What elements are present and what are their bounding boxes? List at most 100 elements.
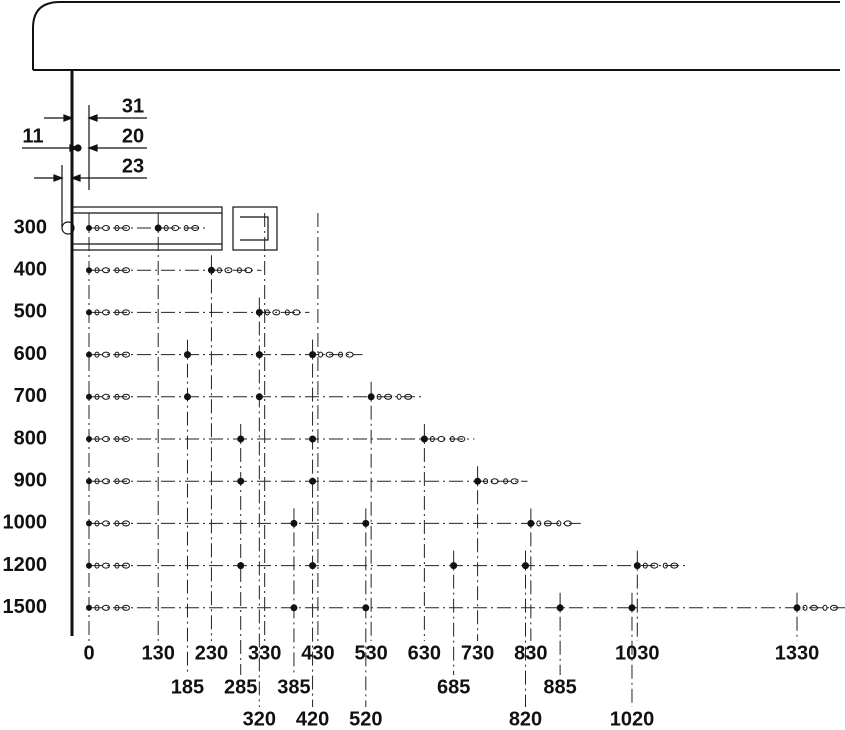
column-label: 420 xyxy=(296,708,329,730)
hole-pattern xyxy=(404,393,413,400)
hole-pattern xyxy=(503,478,509,485)
hole-pattern xyxy=(563,520,572,527)
hole-pattern xyxy=(318,351,324,358)
hole xyxy=(86,309,92,316)
hole-pattern xyxy=(345,351,354,358)
column-label: 230 xyxy=(195,642,228,664)
hole xyxy=(527,519,535,527)
column-label: 685 xyxy=(437,676,470,698)
hole-pattern xyxy=(429,436,435,442)
row-label: 300 xyxy=(14,216,47,238)
hole xyxy=(86,351,92,358)
hole xyxy=(255,351,263,359)
hole xyxy=(450,562,458,570)
hole-pattern xyxy=(191,225,200,231)
hole-pattern xyxy=(102,309,110,316)
hole-pattern xyxy=(264,309,270,316)
dimension-lines xyxy=(22,105,147,228)
column-label: 830 xyxy=(514,642,547,664)
hole xyxy=(207,266,215,274)
row-label: 800 xyxy=(14,427,47,449)
hole xyxy=(309,477,317,485)
hole xyxy=(86,562,92,569)
hole-pattern xyxy=(163,225,169,231)
hole-pattern xyxy=(102,436,110,442)
hole xyxy=(556,604,564,612)
row-label: 600 xyxy=(14,343,47,365)
hole xyxy=(367,393,375,401)
dimension-label: 23 xyxy=(122,155,144,177)
hole-pattern xyxy=(325,351,334,358)
hole-pattern xyxy=(171,225,180,231)
row-label: 1500 xyxy=(3,596,48,618)
hole-pattern xyxy=(122,604,130,611)
hole xyxy=(362,604,370,612)
hole-pattern xyxy=(94,267,100,274)
hole-pattern xyxy=(236,267,242,274)
hole-pattern xyxy=(102,562,110,569)
hole-pattern xyxy=(102,393,110,400)
dimension-label: 20 xyxy=(122,125,144,147)
hole xyxy=(183,393,191,401)
hole-pattern xyxy=(122,351,130,358)
column-label: 630 xyxy=(408,642,441,664)
hole xyxy=(522,562,530,570)
hole-pattern xyxy=(662,562,668,569)
hole-pattern xyxy=(272,309,281,316)
hole-pattern xyxy=(338,351,344,358)
hole-pattern xyxy=(114,225,120,231)
row-label: 400 xyxy=(14,258,47,280)
hole xyxy=(86,478,92,485)
column-label: 530 xyxy=(354,642,387,664)
row-label: 1200 xyxy=(3,554,48,576)
hole-pattern xyxy=(292,309,301,316)
hole-pattern xyxy=(122,267,130,274)
column-label: 320 xyxy=(243,708,276,730)
hole-pattern xyxy=(822,604,828,611)
hole-pattern xyxy=(122,225,130,231)
hole-pattern xyxy=(114,562,120,569)
row-label: 900 xyxy=(14,469,47,491)
hole xyxy=(290,519,298,527)
hole-pattern xyxy=(114,393,120,400)
hole-pattern xyxy=(384,393,393,400)
hole xyxy=(309,435,317,443)
hole xyxy=(237,477,245,485)
hole-pattern xyxy=(114,604,120,611)
hole-pattern xyxy=(556,520,562,527)
column-label: 0 xyxy=(83,642,94,664)
runner xyxy=(61,206,278,251)
hole-pattern xyxy=(114,351,120,358)
hole xyxy=(183,351,191,359)
hole-pattern xyxy=(830,604,838,611)
column-label: 520 xyxy=(349,708,382,730)
column-label: 385 xyxy=(277,676,310,698)
hole-pattern xyxy=(490,478,499,485)
hole xyxy=(154,224,162,232)
hole-pattern xyxy=(94,562,100,569)
column-label: 185 xyxy=(171,676,204,698)
hole-pattern xyxy=(437,436,446,442)
hole-pattern xyxy=(510,478,519,485)
hole-pattern xyxy=(94,604,100,611)
cabinet-top xyxy=(32,0,840,70)
column-label: 1330 xyxy=(775,642,820,664)
hole xyxy=(290,604,298,612)
hole-pattern xyxy=(114,309,120,316)
hole xyxy=(474,477,482,485)
hole-pattern xyxy=(94,393,100,400)
hole xyxy=(86,225,92,231)
hole xyxy=(86,436,92,442)
hole-pattern xyxy=(94,520,100,527)
hole xyxy=(237,435,245,443)
hole-pattern xyxy=(536,520,542,527)
hole-pattern xyxy=(102,520,110,527)
hole-pattern xyxy=(102,225,110,231)
hole-pattern xyxy=(122,393,130,400)
hole-pattern xyxy=(670,562,679,569)
hole-pattern xyxy=(122,520,130,527)
hole xyxy=(86,520,92,527)
hole-pattern xyxy=(94,225,100,231)
hole-pattern xyxy=(457,436,466,442)
